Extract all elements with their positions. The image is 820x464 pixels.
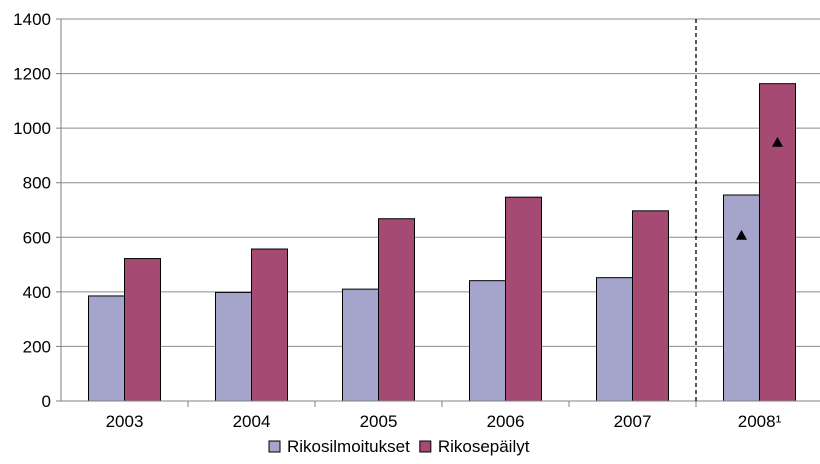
y-tick-label-6: 1200 [13, 65, 51, 84]
markers [736, 136, 783, 240]
bar-rikosilmoitukset-0 [88, 295, 125, 402]
y-tick-label-5: 1000 [13, 119, 51, 138]
bar-rikosilmoitukset-4 [596, 277, 633, 402]
bar-rikosepailyt-4 [632, 210, 669, 402]
x-tick-label-0: 2003 [106, 412, 144, 431]
bar-rikosepailyt-5 [759, 83, 796, 402]
triangle-marker-1 [772, 136, 783, 147]
bar-rikosepailyt-0 [124, 258, 161, 402]
y-tick-label-4: 800 [23, 174, 51, 193]
y-tick-label-1: 200 [23, 337, 51, 356]
legend-swatch-0 [268, 440, 281, 453]
bar-rikosilmoitukset-5 [723, 194, 760, 402]
x-tick-label-2: 2005 [360, 412, 398, 431]
bar-rikosilmoitukset-3 [469, 280, 506, 402]
gridlines [61, 18, 820, 347]
y-tick-label-0: 0 [42, 392, 51, 411]
x-axis-ticks: 2003 2004 2005 2006 2007 2008¹ [106, 401, 782, 431]
bar-rikosilmoitukset-1 [215, 291, 252, 402]
x-tick-label-1: 2004 [233, 412, 271, 431]
y-tick-label-2: 400 [23, 283, 51, 302]
bar-rikosepailyt-1 [251, 248, 288, 402]
y-axis-ticks: 0 200 400 600 800 1000 1200 1400 [13, 10, 61, 411]
legend-label-1: Rikosepäilyt [438, 437, 530, 456]
legend-label-0: Rikosilmoitukset [287, 437, 410, 456]
x-tick-label-5: 2008¹ [738, 412, 782, 431]
legend: Rikosilmoitukset Rikosepäilyt [268, 437, 530, 456]
axes [60, 19, 820, 402]
y-tick-label-3: 600 [23, 228, 51, 247]
triangle-marker-0 [736, 229, 747, 240]
bar-rikosilmoitukset-2 [342, 288, 379, 402]
x-tick-label-3: 2006 [487, 412, 525, 431]
bars [88, 83, 796, 402]
bar-rikosepailyt-2 [378, 218, 415, 402]
bar-rikosepailyt-3 [505, 196, 542, 402]
y-tick-label-7: 1400 [13, 10, 51, 29]
x-tick-label-4: 2007 [614, 412, 652, 431]
legend-swatch-1 [419, 440, 432, 453]
